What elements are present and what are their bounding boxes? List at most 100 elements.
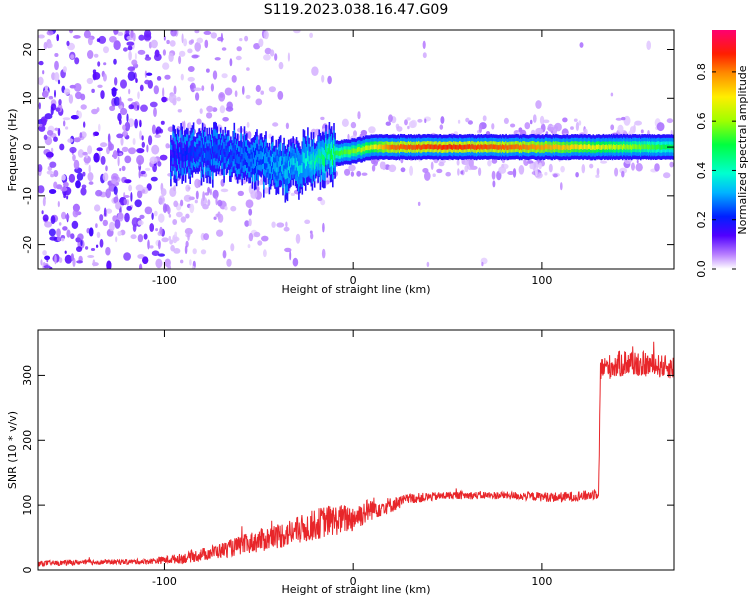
spectrogram-ridge-cell: [492, 144, 495, 149]
spectrogram-cell: [144, 79, 151, 85]
spectrogram-ridge-cell: [205, 153, 207, 162]
spectrogram-ridge-cell: [487, 144, 489, 150]
spectrogram-ridge-cell: [531, 144, 533, 149]
spectrogram-ridge-cell: [648, 145, 650, 150]
spectrogram-ridge-cell: [377, 145, 379, 150]
spectrogram-ridge-cell: [491, 144, 494, 150]
spectrogram-cell: [164, 74, 171, 80]
spectrogram-cell: [44, 85, 49, 90]
spectrogram-cell: [356, 170, 362, 177]
spectrogram-cell: [159, 154, 168, 161]
spectrogram-ridge-cell: [610, 144, 613, 149]
spectrogram-cell: [139, 214, 145, 219]
spectrogram-cell: [103, 207, 107, 217]
spectrogram-cell: [124, 155, 132, 164]
spectrogram-cell: [242, 85, 245, 95]
colorbar-tick-label: 0.8: [695, 63, 708, 81]
spectrogram-cell: [460, 170, 464, 175]
snr-frame: [37, 329, 675, 571]
spectrogram-cell: [66, 40, 70, 47]
spectrogram-cell: [640, 129, 644, 134]
spectrogram-cell: [55, 184, 63, 190]
spectrogram-cell: [136, 104, 140, 111]
spectrogram-ridge-cell: [330, 148, 333, 160]
spectrogram-cell: [573, 118, 578, 122]
spectrogram-cell: [350, 171, 355, 177]
spectrogram-cell: [162, 49, 166, 56]
spectrogram-cell: [38, 102, 41, 110]
spectrogram-cell: [165, 143, 170, 149]
spectrogram-cell: [122, 124, 126, 131]
spectrogram-ridge-cell: [452, 145, 454, 150]
spectrogram-cell: [158, 253, 165, 257]
spectrogram-ridge-cell: [662, 144, 665, 150]
spectrogram-ridge-cell: [439, 144, 442, 149]
spectrogram-ridge-cell: [353, 148, 356, 154]
spectrogram-ridge-cell: [586, 145, 589, 150]
spectrogram-cell: [219, 105, 226, 114]
spectrogram-cell: [59, 143, 65, 151]
spectrogram-ridge-cell: [457, 145, 460, 150]
spectrogram-ridge-cell: [200, 154, 203, 165]
spectrogram-cell: [57, 236, 61, 242]
spectrogram-ridge-cell: [195, 151, 197, 159]
spectrogram-cell: [264, 47, 272, 55]
spectrogram-ridge-cell: [402, 144, 404, 150]
spectrogram-cell: [120, 107, 128, 116]
spectrogram-cell: [109, 221, 115, 232]
spectrogram-cell: [93, 131, 99, 136]
spectrogram-cell: [40, 259, 43, 266]
spectrogram-ridge-cell: [458, 144, 461, 149]
spectrogram-cell: [75, 180, 81, 189]
spectrogram-cell: [320, 199, 326, 206]
spectrogram-cell: [539, 115, 545, 125]
spectrogram-cell: [168, 236, 171, 241]
spectrogram-ridge-cell: [510, 144, 513, 150]
spectrogram-cell: [570, 126, 574, 130]
spectrogram-cell: [439, 124, 444, 130]
spectrogram-cell: [388, 114, 393, 123]
spectrogram-ridge-cell: [170, 155, 172, 166]
spectrogram-ridge-cell: [313, 161, 316, 170]
spectrogram-cell: [194, 178, 201, 189]
spectrogram-ridge-cell: [196, 148, 198, 157]
spectrogram-cell: [191, 54, 199, 59]
spectrogram-ridge-cell: [351, 148, 353, 153]
spectrogram-ridge-cell: [223, 154, 225, 164]
spectrogram-ridge-cell: [180, 144, 182, 155]
spectrogram-cell: [304, 219, 311, 224]
spectrogram-cell: [151, 144, 160, 155]
spectrogram-cell: [73, 83, 82, 92]
spectrogram-cell: [41, 118, 47, 126]
spectrogram-ridge-cell: [575, 144, 578, 150]
spectrogram-ridge-cell: [334, 151, 336, 160]
spectrogram-cell: [424, 171, 431, 181]
spectrogram-cell: [610, 124, 615, 131]
spectrogram-cell: [93, 152, 100, 163]
spectrogram-cell: [512, 168, 517, 178]
spectrogram-cell: [137, 91, 140, 100]
spectrogram-ridge-cell: [638, 144, 641, 149]
spectrogram-cell: [96, 38, 101, 43]
spectrogram-cell: [619, 167, 628, 174]
spectrogram-ridge-cell: [609, 145, 612, 150]
spectrogram-cell: [109, 105, 116, 112]
spectrogram-cell: [426, 261, 430, 268]
spectrogram-ridge-cell: [583, 144, 585, 150]
snr-x-label: Height of straight line (km): [281, 583, 430, 596]
colorbar-tick-label: 0.2: [695, 211, 708, 229]
spectrogram-ridge-cell: [486, 144, 488, 150]
spectrogram-ridge-cell: [550, 145, 553, 150]
spectrogram-cell: [524, 122, 531, 130]
spectrogram-cell: [70, 233, 75, 240]
spectrogram-cell: [445, 171, 452, 177]
spectrogram-ridge-cell: [463, 144, 465, 150]
spectrogram-ridge-cell: [197, 149, 199, 157]
spectrogram-cell: [173, 85, 177, 95]
spectrogram-cell: [95, 223, 98, 229]
spec-y-tick-label: -20: [21, 236, 34, 254]
spectrogram-cell: [113, 40, 121, 51]
spectrogram-cell: [137, 254, 145, 259]
spectrogram-cell: [492, 180, 496, 188]
spectrogram-cell: [38, 34, 45, 39]
